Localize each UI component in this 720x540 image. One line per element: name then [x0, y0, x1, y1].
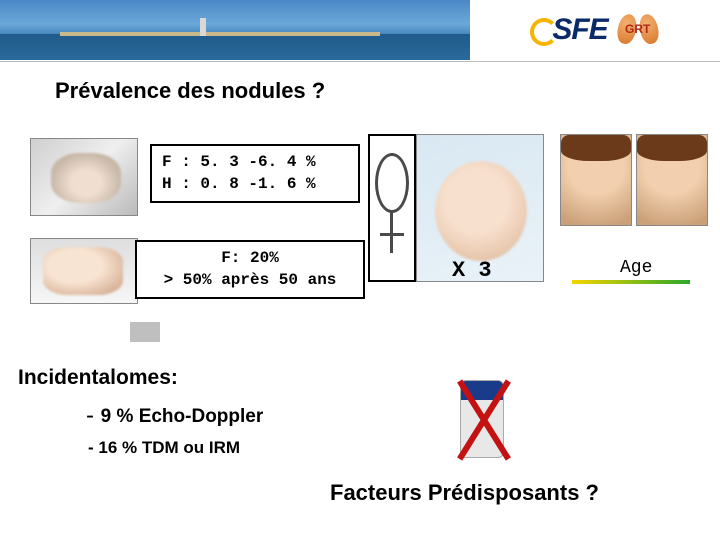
grt-badge-text: GRT: [616, 22, 660, 36]
salt-package-image: [460, 380, 504, 458]
age-underline: [572, 280, 690, 284]
logo-area: SFE GRT: [470, 0, 720, 60]
ultrasound-image: [30, 238, 138, 304]
header-photo: [0, 0, 470, 60]
multiplier-label: X 3: [452, 258, 492, 283]
incidentalome-tdm-irm: - 16 % TDM ou IRM: [88, 438, 240, 458]
incidentalome-echo-doppler: - 9 % Echo-Doppler: [86, 402, 263, 430]
palpation-image: [30, 138, 138, 216]
echo-stat-line2: > 50% après 50 ans: [147, 270, 353, 292]
sfe-logo: SFE: [530, 13, 607, 47]
female-symbol-box: [368, 134, 416, 282]
age-label: Age: [620, 258, 652, 278]
incidentalomes-heading: Incidentalomes:: [18, 366, 178, 390]
palpation-stats-box: F : 5. 3 -6. 4 % H : 0. 8 -1. 6 %: [150, 144, 360, 203]
palpation-stat-female: F : 5. 3 -6. 4 %: [162, 152, 348, 174]
slide-title: Prévalence des nodules ?: [55, 78, 325, 104]
grt-badge: GRT: [616, 10, 660, 50]
older-face-image: [636, 134, 708, 226]
palpation-stat-male: H : 0. 8 -1. 6 %: [162, 174, 348, 196]
echo-stat-line1: F: 20%: [147, 248, 353, 270]
female-symbol-icon: [375, 153, 409, 263]
echo-stats-box: F: 20% > 50% après 50 ans: [135, 240, 365, 299]
gray-block: [130, 322, 160, 342]
slide-header: SFE GRT: [0, 0, 720, 62]
sfe-logo-text: SFE: [552, 13, 607, 47]
predisposing-factors-heading: Facteurs Prédisposants ?: [330, 480, 599, 506]
young-face-image: [560, 134, 632, 226]
